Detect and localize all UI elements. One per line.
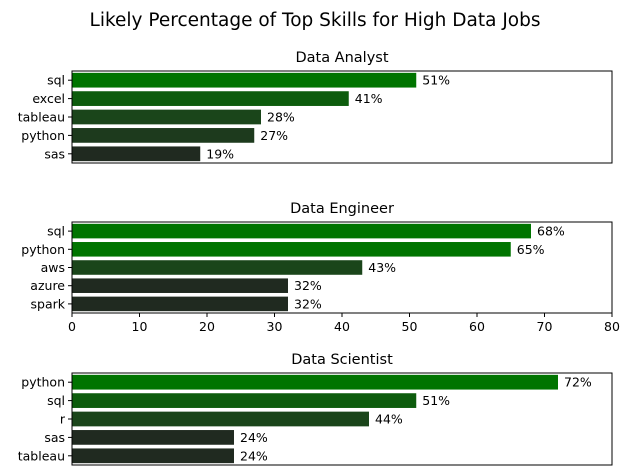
value-label: 44% bbox=[375, 412, 403, 427]
panel-title: Data Analyst bbox=[295, 50, 388, 66]
value-label: 65% bbox=[517, 242, 545, 257]
x-tick-label: 30 bbox=[267, 319, 283, 334]
bar-sas bbox=[72, 430, 234, 445]
bar-sql bbox=[72, 72, 417, 88]
category-label: aws bbox=[41, 260, 65, 275]
category-label: python bbox=[21, 128, 65, 143]
figure-title: Likely Percentage of Top Skills for High… bbox=[90, 10, 541, 31]
value-label: 32% bbox=[294, 296, 322, 311]
value-label: 43% bbox=[368, 260, 396, 275]
x-tick-label: 70 bbox=[537, 319, 553, 334]
category-label: python bbox=[21, 375, 65, 390]
category-label: sas bbox=[44, 146, 65, 161]
category-label: spark bbox=[31, 296, 66, 311]
value-label: 24% bbox=[240, 448, 268, 463]
bar-python bbox=[72, 374, 558, 390]
x-tick-label: 10 bbox=[132, 319, 148, 334]
panel-title: Data Scientist bbox=[291, 352, 393, 368]
bar-excel bbox=[72, 91, 349, 106]
value-label: 72% bbox=[564, 375, 592, 390]
axes-frame bbox=[71, 70, 613, 164]
category-label: azure bbox=[30, 278, 65, 293]
value-label: 41% bbox=[355, 91, 383, 106]
value-label: 27% bbox=[260, 128, 288, 143]
category-label: python bbox=[21, 242, 65, 257]
panel-data-scientist: Data Scientist python 72% sql 51% r 44% sas 24% t… bbox=[18, 352, 613, 466]
bar-azure bbox=[72, 278, 288, 293]
x-tick-label: 80 bbox=[604, 319, 620, 334]
category-label: excel bbox=[32, 91, 65, 106]
bar-r bbox=[72, 411, 369, 427]
value-label: 32% bbox=[294, 278, 322, 293]
bar-sql bbox=[72, 393, 417, 408]
axes-frame bbox=[71, 372, 613, 466]
bar-sql bbox=[72, 223, 531, 239]
x-tick-label: 60 bbox=[469, 319, 485, 334]
bar-tableau bbox=[72, 448, 234, 464]
value-label: 51% bbox=[422, 393, 450, 408]
category-label: sql bbox=[47, 224, 65, 239]
category-label: tableau bbox=[18, 448, 65, 463]
category-label: sas bbox=[44, 430, 65, 445]
panel-data-analyst: Data Analyst sql 51% excel 41% tableau 28% pyth… bbox=[18, 50, 613, 164]
bar-spark bbox=[72, 296, 288, 312]
bar-aws bbox=[72, 260, 363, 275]
x-tick-label: 20 bbox=[199, 319, 215, 334]
x-tick-label: 40 bbox=[334, 319, 350, 334]
category-label: tableau bbox=[18, 110, 65, 125]
panel-data-engineer: Data Engineer sql 68% python 65% aws 43% azure 3… bbox=[21, 201, 620, 334]
category-label: r bbox=[60, 412, 66, 427]
bar-python bbox=[72, 128, 255, 143]
panel-title: Data Engineer bbox=[290, 201, 394, 217]
category-label: sql bbox=[47, 393, 65, 408]
bar-python bbox=[72, 242, 511, 257]
category-label: sql bbox=[47, 73, 65, 88]
bar-tableau bbox=[72, 109, 261, 125]
x-tick-label: 0 bbox=[68, 319, 76, 334]
value-label: 19% bbox=[206, 146, 234, 161]
value-label: 68% bbox=[537, 224, 565, 239]
value-label: 51% bbox=[422, 73, 450, 88]
bar-sas bbox=[72, 146, 201, 162]
value-label: 28% bbox=[267, 110, 295, 125]
x-tick-label: 50 bbox=[402, 319, 418, 334]
value-label: 24% bbox=[240, 430, 268, 445]
